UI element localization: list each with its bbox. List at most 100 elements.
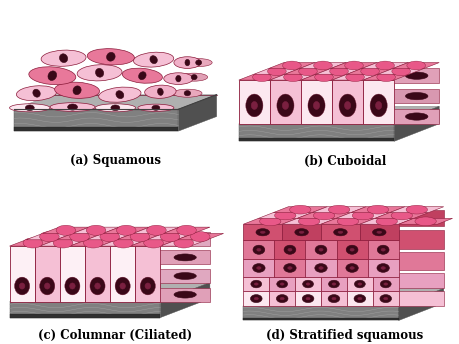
Ellipse shape: [185, 58, 212, 67]
Polygon shape: [163, 227, 209, 234]
Ellipse shape: [195, 60, 201, 65]
Polygon shape: [300, 74, 346, 80]
Ellipse shape: [77, 65, 122, 81]
Ellipse shape: [48, 71, 56, 80]
Ellipse shape: [357, 298, 361, 300]
Ellipse shape: [369, 94, 386, 117]
Ellipse shape: [145, 283, 150, 289]
Polygon shape: [10, 240, 56, 246]
Ellipse shape: [185, 60, 190, 66]
Ellipse shape: [406, 61, 425, 70]
Ellipse shape: [250, 280, 261, 288]
Ellipse shape: [313, 101, 319, 109]
Polygon shape: [243, 288, 443, 306]
Polygon shape: [315, 68, 361, 74]
Polygon shape: [10, 282, 209, 302]
Ellipse shape: [307, 94, 325, 117]
Polygon shape: [367, 259, 398, 277]
Polygon shape: [243, 224, 281, 240]
Polygon shape: [281, 224, 320, 240]
Polygon shape: [269, 277, 295, 291]
Polygon shape: [320, 277, 346, 291]
Polygon shape: [10, 246, 34, 302]
Polygon shape: [346, 277, 372, 291]
Ellipse shape: [333, 229, 347, 236]
Polygon shape: [320, 291, 346, 306]
Ellipse shape: [344, 101, 350, 109]
Ellipse shape: [143, 238, 163, 248]
Ellipse shape: [360, 67, 379, 76]
Ellipse shape: [302, 280, 313, 288]
Polygon shape: [398, 288, 443, 321]
Ellipse shape: [67, 104, 78, 110]
Ellipse shape: [383, 298, 387, 300]
Ellipse shape: [106, 52, 115, 61]
Polygon shape: [73, 227, 119, 234]
Polygon shape: [359, 224, 398, 240]
Ellipse shape: [352, 211, 373, 220]
Polygon shape: [281, 218, 335, 224]
Polygon shape: [297, 213, 350, 218]
Ellipse shape: [276, 94, 293, 117]
Ellipse shape: [95, 104, 135, 112]
Polygon shape: [393, 109, 438, 124]
Ellipse shape: [173, 89, 202, 97]
Ellipse shape: [144, 85, 176, 98]
Polygon shape: [320, 224, 359, 240]
Ellipse shape: [267, 67, 285, 76]
Ellipse shape: [163, 73, 193, 85]
Ellipse shape: [260, 231, 264, 233]
Ellipse shape: [380, 280, 390, 288]
Ellipse shape: [366, 205, 388, 214]
Polygon shape: [312, 207, 365, 213]
Polygon shape: [160, 232, 209, 246]
Polygon shape: [268, 63, 314, 68]
Ellipse shape: [50, 103, 95, 111]
Ellipse shape: [138, 72, 146, 80]
Polygon shape: [346, 291, 372, 306]
Ellipse shape: [282, 61, 301, 70]
Ellipse shape: [157, 88, 163, 95]
Ellipse shape: [283, 73, 302, 82]
Polygon shape: [299, 63, 345, 68]
Polygon shape: [295, 277, 320, 291]
Ellipse shape: [349, 248, 353, 251]
Ellipse shape: [53, 238, 73, 248]
Ellipse shape: [100, 232, 119, 242]
Polygon shape: [398, 252, 443, 270]
Ellipse shape: [376, 264, 388, 272]
Ellipse shape: [376, 73, 395, 82]
Ellipse shape: [29, 67, 76, 85]
Text: (d) Stratified squamous: (d) Stratified squamous: [265, 329, 422, 342]
Polygon shape: [346, 68, 392, 74]
Polygon shape: [398, 210, 443, 226]
Polygon shape: [238, 124, 393, 141]
Text: (c) Columnar (Ciliated): (c) Columnar (Ciliated): [38, 329, 192, 342]
Ellipse shape: [133, 52, 174, 67]
Polygon shape: [362, 80, 393, 124]
Polygon shape: [160, 288, 209, 302]
Polygon shape: [160, 250, 209, 264]
Ellipse shape: [73, 86, 81, 95]
Ellipse shape: [331, 298, 335, 300]
Ellipse shape: [383, 283, 387, 285]
Ellipse shape: [280, 283, 284, 285]
Ellipse shape: [346, 245, 357, 254]
Ellipse shape: [255, 229, 269, 236]
Polygon shape: [269, 80, 300, 124]
Polygon shape: [160, 282, 209, 318]
Polygon shape: [85, 246, 110, 302]
Ellipse shape: [95, 68, 103, 77]
Ellipse shape: [116, 91, 123, 99]
Polygon shape: [86, 234, 133, 240]
Ellipse shape: [404, 113, 427, 120]
Polygon shape: [160, 269, 209, 283]
Ellipse shape: [327, 294, 339, 303]
Polygon shape: [258, 213, 312, 218]
Ellipse shape: [375, 101, 381, 109]
Ellipse shape: [404, 93, 427, 100]
Ellipse shape: [45, 283, 50, 289]
Polygon shape: [398, 273, 443, 288]
Polygon shape: [361, 63, 407, 68]
Polygon shape: [359, 218, 413, 224]
